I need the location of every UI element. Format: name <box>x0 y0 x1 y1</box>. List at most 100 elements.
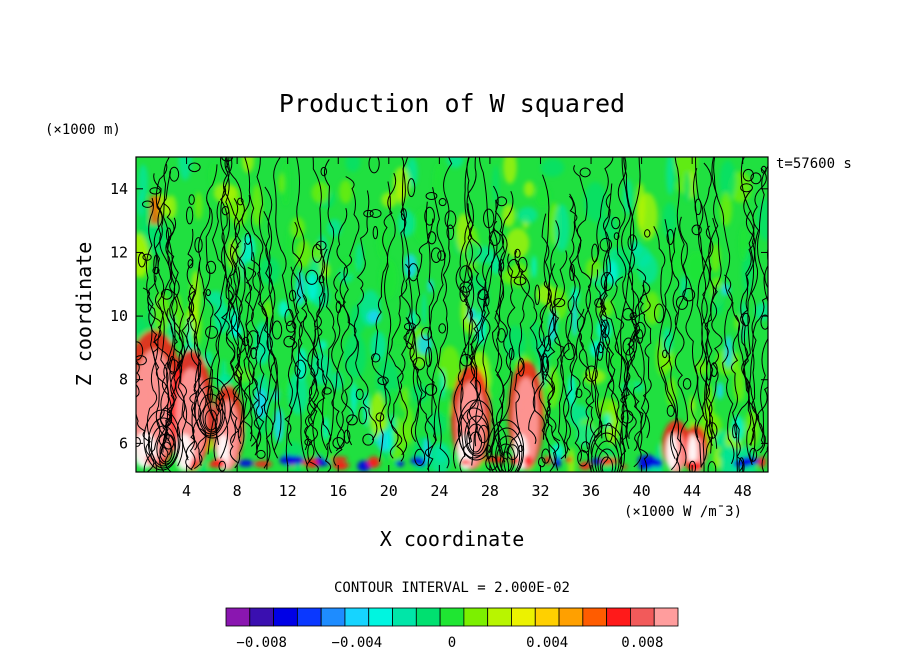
contour-line <box>437 157 453 469</box>
contour-loop <box>167 359 180 373</box>
contour-loop <box>741 312 750 327</box>
x-tick-label: 32 <box>531 482 549 500</box>
contour-loop <box>284 308 294 327</box>
colorbar-tick-label: −0.008 <box>236 635 287 651</box>
contour-loop <box>457 399 495 461</box>
contour-loop <box>464 415 490 457</box>
contour-loop <box>594 298 604 308</box>
x-tick-label: 8 <box>233 482 242 500</box>
contour-loop <box>706 360 712 381</box>
contour-loop <box>444 210 457 229</box>
contour-line <box>668 216 688 460</box>
contour-loop <box>437 250 446 261</box>
contour-loop <box>653 303 665 324</box>
contour-loop <box>372 226 379 240</box>
contour-loop <box>224 157 233 173</box>
y-tick-label: 8 <box>119 371 128 389</box>
contour-line <box>400 157 423 443</box>
contour-loop <box>662 349 668 359</box>
contour-loop <box>749 447 758 462</box>
contour-line <box>401 157 424 453</box>
time-label: t=57600 s <box>776 156 852 172</box>
contour-loop <box>198 393 224 435</box>
y-axis-label: Z coordinate <box>72 242 96 387</box>
contour-loop <box>215 392 224 412</box>
contour-loop <box>400 208 407 221</box>
contour-line <box>690 162 712 468</box>
contour-line <box>507 272 530 460</box>
colorbar-swatch <box>511 607 536 627</box>
contour-loop <box>271 320 283 340</box>
contour-loop <box>205 325 218 339</box>
contour-line <box>722 274 735 465</box>
contour-line <box>206 157 230 455</box>
contour-loop <box>508 347 515 361</box>
contour-line <box>467 203 485 447</box>
colorbar-swatch <box>415 607 441 627</box>
contour-loop <box>305 269 319 285</box>
contour-line <box>331 208 354 446</box>
contour-line <box>756 386 768 452</box>
contour-line <box>543 280 564 442</box>
contour-loop <box>414 448 426 466</box>
contour-loop <box>404 322 416 331</box>
contour-line <box>353 190 378 441</box>
contour-loop <box>569 263 575 281</box>
contour-line <box>498 253 516 472</box>
contour-loop <box>497 328 506 343</box>
contour-line <box>474 157 495 441</box>
contour-loop <box>483 208 495 229</box>
contour-line <box>616 157 638 450</box>
x-unit-label: (×1000 W /m¯3) <box>624 504 742 520</box>
contour-line <box>560 193 592 460</box>
contour-loop <box>322 387 332 395</box>
colorbar-tick-label: 0 <box>448 635 456 651</box>
contour-line <box>708 217 723 449</box>
contour-loop <box>136 437 141 447</box>
contour-loop <box>597 448 617 472</box>
contour-loop <box>563 342 576 361</box>
plot-frame <box>135 156 769 473</box>
contour-loop <box>141 200 154 208</box>
contour-loop <box>430 247 442 263</box>
colorbar-tick-label: 0.004 <box>526 635 568 651</box>
colorbar-swatch <box>296 607 322 627</box>
contour-loop <box>499 451 513 472</box>
contour-loop <box>187 259 194 269</box>
contour-line <box>136 360 152 472</box>
contour-line <box>292 221 318 451</box>
contour-loop <box>634 321 646 339</box>
contour-line <box>674 157 705 439</box>
contour-line <box>147 275 170 472</box>
contour-loop <box>513 276 527 286</box>
contour-loop <box>335 300 342 314</box>
contour-line <box>247 267 268 449</box>
x-tick-label: 40 <box>633 482 651 500</box>
contour-line <box>610 276 637 440</box>
contour-loop <box>150 425 176 467</box>
contour-loop <box>424 383 438 396</box>
contour-loop <box>283 335 296 348</box>
colorbar-swatch <box>558 607 584 627</box>
contour-line <box>481 199 498 454</box>
colorbar-tick-label: 0.008 <box>621 635 663 651</box>
contour-line <box>594 269 628 447</box>
contour-loop <box>346 414 358 426</box>
contour-loop <box>205 260 217 274</box>
contour-loop <box>256 449 266 459</box>
contour-loop <box>496 443 516 472</box>
x-tick-label: 24 <box>430 482 448 500</box>
contour-loop <box>688 460 697 472</box>
contour-loop <box>318 274 325 284</box>
contour-line <box>220 244 244 439</box>
contour-loop <box>611 216 621 230</box>
contour-line <box>619 268 647 468</box>
contour-loop <box>369 208 382 218</box>
contour-line <box>542 174 567 459</box>
contour-loop <box>666 404 675 417</box>
contour-loop <box>620 410 634 424</box>
contour-line <box>570 165 603 439</box>
contour-loop <box>740 183 753 193</box>
contour-loop <box>587 424 625 472</box>
contour-loop <box>218 460 226 472</box>
